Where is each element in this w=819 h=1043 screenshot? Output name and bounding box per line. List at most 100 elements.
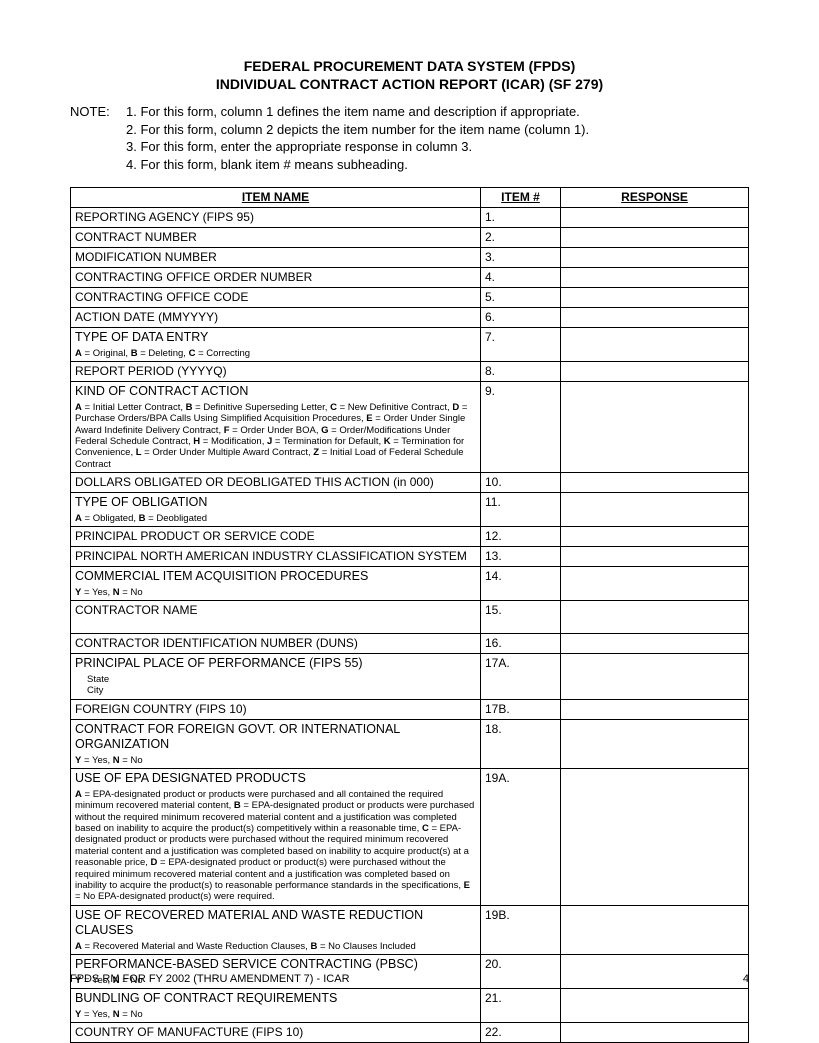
item-name: REPORT PERIOD (YYYYQ) bbox=[71, 362, 481, 382]
response-cell[interactable] bbox=[561, 268, 749, 288]
item-name: USE OF RECOVERED MATERIAL AND WASTE REDU… bbox=[71, 905, 481, 955]
response-cell[interactable] bbox=[561, 382, 749, 473]
table-row: CONTRACTOR NAME15. bbox=[71, 601, 749, 634]
form-table: ITEM NAME ITEM # RESPONSE REPORTING AGEN… bbox=[70, 187, 749, 1043]
item-num: 19A. bbox=[481, 769, 561, 906]
item-desc: Y = Yes, N = No bbox=[75, 1009, 476, 1020]
item-name: MODIFICATION NUMBER bbox=[71, 248, 481, 268]
item-name: REPORTING AGENCY (FIPS 95) bbox=[71, 208, 481, 228]
item-num: 4. bbox=[481, 268, 561, 288]
item-desc: A = Obligated, B = Deobligated bbox=[75, 513, 476, 524]
item-name: CONTRACTOR NAME bbox=[71, 601, 481, 634]
item-num: 21. bbox=[481, 989, 561, 1023]
item-name: CONTRACTOR IDENTIFICATION NUMBER (DUNS) bbox=[71, 634, 481, 654]
table-row: COMMERCIAL ITEM ACQUISITION PROCEDURES Y… bbox=[71, 567, 749, 601]
item-name: KIND OF CONTRACT ACTION A = Initial Lett… bbox=[71, 382, 481, 473]
col-header-response: RESPONSE bbox=[561, 188, 749, 208]
item-name: CONTRACTING OFFICE CODE bbox=[71, 288, 481, 308]
table-row: FOREIGN COUNTRY (FIPS 10)17B. bbox=[71, 699, 749, 719]
item-name: PRINCIPAL NORTH AMERICAN INDUSTRY CLASSI… bbox=[71, 547, 481, 567]
item-num: 11. bbox=[481, 493, 561, 527]
table-row: REPORTING AGENCY (FIPS 95)1. bbox=[71, 208, 749, 228]
item-desc: A = Recovered Material and Waste Reducti… bbox=[75, 941, 476, 952]
item-num: 22. bbox=[481, 1023, 561, 1043]
item-name: PRINCIPAL PRODUCT OR SERVICE CODE bbox=[71, 527, 481, 547]
response-cell[interactable] bbox=[561, 493, 749, 527]
response-cell[interactable] bbox=[561, 719, 749, 769]
item-num: 7. bbox=[481, 328, 561, 362]
response-cell[interactable] bbox=[561, 905, 749, 955]
item-num: 17B. bbox=[481, 699, 561, 719]
item-num: 10. bbox=[481, 473, 561, 493]
item-num: 2. bbox=[481, 228, 561, 248]
response-cell[interactable] bbox=[561, 308, 749, 328]
title-line-1: FEDERAL PROCUREMENT DATA SYSTEM (FPDS) bbox=[70, 58, 749, 76]
note-1: 1. For this form, column 1 defines the i… bbox=[126, 103, 749, 121]
item-desc: Y = Yes, N = No bbox=[75, 755, 476, 766]
table-row: CONTRACTING OFFICE CODE5. bbox=[71, 288, 749, 308]
table-row: CONTRACT NUMBER2. bbox=[71, 228, 749, 248]
table-row: REPORT PERIOD (YYYYQ)8. bbox=[71, 362, 749, 382]
response-cell[interactable] bbox=[561, 328, 749, 362]
table-row: TYPE OF DATA ENTRY A = Original, B = Del… bbox=[71, 328, 749, 362]
response-cell[interactable] bbox=[561, 699, 749, 719]
response-cell[interactable] bbox=[561, 769, 749, 906]
item-num: 3. bbox=[481, 248, 561, 268]
response-cell[interactable] bbox=[561, 1023, 749, 1043]
item-name: COUNTRY OF MANUFACTURE (FIPS 10) bbox=[71, 1023, 481, 1043]
response-cell[interactable] bbox=[561, 567, 749, 601]
item-desc: A = EPA-designated product or products w… bbox=[75, 789, 476, 903]
response-cell[interactable] bbox=[561, 228, 749, 248]
title-line-2: INDIVIDUAL CONTRACT ACTION REPORT (ICAR)… bbox=[70, 76, 749, 94]
item-name: TYPE OF OBLIGATION A = Obligated, B = De… bbox=[71, 493, 481, 527]
item-num: 12. bbox=[481, 527, 561, 547]
item-name: BUNDLING OF CONTRACT REQUIREMENTS Y = Ye… bbox=[71, 989, 481, 1023]
response-cell[interactable] bbox=[561, 547, 749, 567]
table-row: USE OF EPA DESIGNATED PRODUCTS A = EPA-d… bbox=[71, 769, 749, 906]
item-num: 18. bbox=[481, 719, 561, 769]
col-header-itemnum: ITEM # bbox=[481, 188, 561, 208]
note-4: 4. For this form, blank item # means sub… bbox=[126, 156, 749, 174]
response-cell[interactable] bbox=[561, 362, 749, 382]
table-row: CONTRACTING OFFICE ORDER NUMBER4. bbox=[71, 268, 749, 288]
response-cell[interactable] bbox=[561, 989, 749, 1023]
response-cell[interactable] bbox=[561, 473, 749, 493]
response-cell[interactable] bbox=[561, 601, 749, 634]
item-num: 9. bbox=[481, 382, 561, 473]
response-cell[interactable] bbox=[561, 248, 749, 268]
note-label: NOTE: bbox=[70, 103, 126, 121]
note-3: 3. For this form, enter the appropriate … bbox=[126, 138, 749, 156]
footer: FPDS RM FOR FY 2002 (THRU AMENDMENT 7) -… bbox=[70, 973, 749, 985]
table-row: CONTRACT FOR FOREIGN GOVT. OR INTERNATIO… bbox=[71, 719, 749, 769]
item-desc: State City bbox=[75, 674, 476, 697]
response-cell[interactable] bbox=[561, 288, 749, 308]
item-num: 8. bbox=[481, 362, 561, 382]
item-name: FOREIGN COUNTRY (FIPS 10) bbox=[71, 699, 481, 719]
note-2: 2. For this form, column 2 depicts the i… bbox=[126, 121, 749, 139]
item-desc: A = Initial Letter Contract, B = Definit… bbox=[75, 402, 476, 470]
item-name: TYPE OF DATA ENTRY A = Original, B = Del… bbox=[71, 328, 481, 362]
item-name: CONTRACTING OFFICE ORDER NUMBER bbox=[71, 268, 481, 288]
col-header-itemname: ITEM NAME bbox=[71, 188, 481, 208]
footer-left: FPDS RM FOR FY 2002 (THRU AMENDMENT 7) -… bbox=[70, 973, 350, 985]
response-cell[interactable] bbox=[561, 634, 749, 654]
response-cell[interactable] bbox=[561, 208, 749, 228]
item-num: 19B. bbox=[481, 905, 561, 955]
table-row: MODIFICATION NUMBER3. bbox=[71, 248, 749, 268]
item-num: 6. bbox=[481, 308, 561, 328]
response-cell[interactable] bbox=[561, 527, 749, 547]
table-row: PRINCIPAL PLACE OF PERFORMANCE (FIPS 55)… bbox=[71, 654, 749, 699]
table-row: BUNDLING OF CONTRACT REQUIREMENTS Y = Ye… bbox=[71, 989, 749, 1023]
item-name: CONTRACT FOR FOREIGN GOVT. OR INTERNATIO… bbox=[71, 719, 481, 769]
item-num: 1. bbox=[481, 208, 561, 228]
table-row: PRINCIPAL PRODUCT OR SERVICE CODE12. bbox=[71, 527, 749, 547]
response-cell[interactable] bbox=[561, 654, 749, 699]
item-name: DOLLARS OBLIGATED OR DEOBLIGATED THIS AC… bbox=[71, 473, 481, 493]
table-row: KIND OF CONTRACT ACTION A = Initial Lett… bbox=[71, 382, 749, 473]
item-num: 17A. bbox=[481, 654, 561, 699]
item-desc: A = Original, B = Deleting, C = Correcti… bbox=[75, 348, 476, 359]
item-name: COMMERCIAL ITEM ACQUISITION PROCEDURES Y… bbox=[71, 567, 481, 601]
table-row: USE OF RECOVERED MATERIAL AND WASTE REDU… bbox=[71, 905, 749, 955]
item-num: 5. bbox=[481, 288, 561, 308]
item-num: 14. bbox=[481, 567, 561, 601]
